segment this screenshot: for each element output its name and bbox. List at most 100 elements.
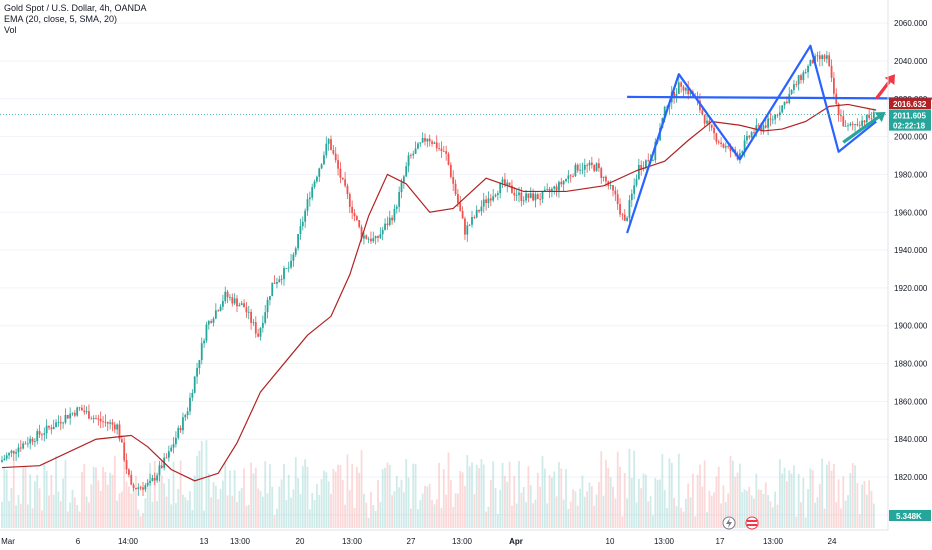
candle-body xyxy=(271,282,274,297)
time-tick-label: 14:00 xyxy=(118,537,139,546)
volume-bar xyxy=(776,504,779,528)
volume-bar xyxy=(637,478,640,528)
volume-bar xyxy=(525,502,527,528)
volume-bar xyxy=(311,492,314,528)
candle-body xyxy=(553,186,556,189)
legend-symbol: Gold Spot / U.S. Dollar, 4h, OANDA xyxy=(4,3,147,13)
candle-body xyxy=(292,254,295,261)
volume-bar xyxy=(539,486,542,528)
candle-body xyxy=(525,193,527,201)
candle-body xyxy=(95,418,97,419)
volume-bar xyxy=(226,495,229,528)
volume-bar xyxy=(391,495,393,528)
zigzag-pattern[interactable] xyxy=(626,44,877,234)
volume-bar xyxy=(92,466,95,528)
volume-bar xyxy=(548,475,551,528)
volume-bar xyxy=(160,475,163,528)
candle-body xyxy=(395,206,398,209)
candle-body xyxy=(238,304,241,307)
price-tick-label: 1940.000 xyxy=(894,246,928,255)
ema-line xyxy=(1,103,877,482)
volume-bar xyxy=(144,498,147,528)
volume-bar xyxy=(5,469,8,528)
candle-body xyxy=(15,452,17,454)
candle-body xyxy=(12,450,15,454)
time-tick-label: 13:00 xyxy=(342,537,363,546)
candle-body xyxy=(865,114,868,123)
volume-bar xyxy=(299,494,302,528)
volume-bar xyxy=(142,512,144,528)
candle-body xyxy=(104,421,107,423)
candle-body xyxy=(193,376,196,393)
candle-body xyxy=(569,175,572,177)
candle-body xyxy=(722,144,725,148)
candle-body xyxy=(36,431,39,442)
candle-body xyxy=(137,487,140,490)
volume-bar xyxy=(372,505,375,528)
candle-body xyxy=(301,221,304,227)
volume-bar xyxy=(741,492,744,528)
candle-body xyxy=(62,422,64,424)
volume-bar xyxy=(38,488,41,528)
volume-bar xyxy=(320,479,323,528)
candle-body xyxy=(428,138,431,142)
volume-bar xyxy=(802,477,805,528)
candle-body xyxy=(720,142,722,145)
time-tick-label: 27 xyxy=(407,537,416,546)
volume-bar xyxy=(769,501,772,528)
candle-body xyxy=(278,279,281,282)
candle-body xyxy=(786,101,788,103)
candle-body xyxy=(299,226,302,235)
volume-bar xyxy=(163,483,166,528)
candle-body xyxy=(170,447,173,452)
candle-body xyxy=(83,410,86,413)
volume-bar xyxy=(680,507,683,528)
candle-body xyxy=(109,422,111,424)
volume-bar xyxy=(499,489,502,528)
volume-bar xyxy=(290,497,292,528)
volume-bar xyxy=(574,491,577,528)
volume-bar xyxy=(861,484,863,528)
us-flag-event-icon[interactable] xyxy=(745,516,759,530)
time-tick-label: 13:00 xyxy=(230,537,251,546)
volume-bar xyxy=(872,503,875,528)
candle-body xyxy=(214,310,217,319)
volume-bar xyxy=(407,477,410,528)
candle-body xyxy=(198,360,201,368)
candle-body xyxy=(264,312,267,323)
volume-bar xyxy=(506,481,509,528)
candle-body xyxy=(316,176,318,182)
candle-body xyxy=(22,443,25,449)
volume-bar xyxy=(739,463,741,528)
volume-bar xyxy=(95,467,97,528)
volume-bar xyxy=(633,450,636,528)
time-tick-label: 13 xyxy=(200,537,209,546)
volume-bar xyxy=(689,497,692,528)
candle-body xyxy=(621,214,624,216)
volume-bar xyxy=(710,495,713,528)
volume-bar xyxy=(616,451,619,528)
candle-body xyxy=(113,424,116,430)
candle-body xyxy=(160,465,163,468)
candle-body xyxy=(3,458,6,461)
candle-body xyxy=(821,55,824,60)
time-axis[interactable]: Mar 6 14:00 13 13:00 20 13:00 27 13:00 Apr 10 13:00… xyxy=(0,529,888,546)
volume-bar xyxy=(522,487,525,528)
candle-body xyxy=(532,193,534,201)
candle-body xyxy=(804,72,807,74)
candle-body xyxy=(797,75,800,85)
volume-bar xyxy=(579,488,581,528)
candle-body xyxy=(506,182,509,186)
candle-body xyxy=(379,234,382,238)
volume-bar xyxy=(555,496,558,528)
price-tick-label: 2060.000 xyxy=(894,19,928,28)
volume-bar xyxy=(762,493,765,528)
candle-body xyxy=(870,117,873,119)
volume-bar xyxy=(358,472,361,528)
candle-body xyxy=(480,206,483,212)
volume-bar xyxy=(489,479,492,528)
volume-bar xyxy=(494,487,497,528)
candle-body xyxy=(687,87,690,95)
lightning-icon xyxy=(726,518,732,528)
